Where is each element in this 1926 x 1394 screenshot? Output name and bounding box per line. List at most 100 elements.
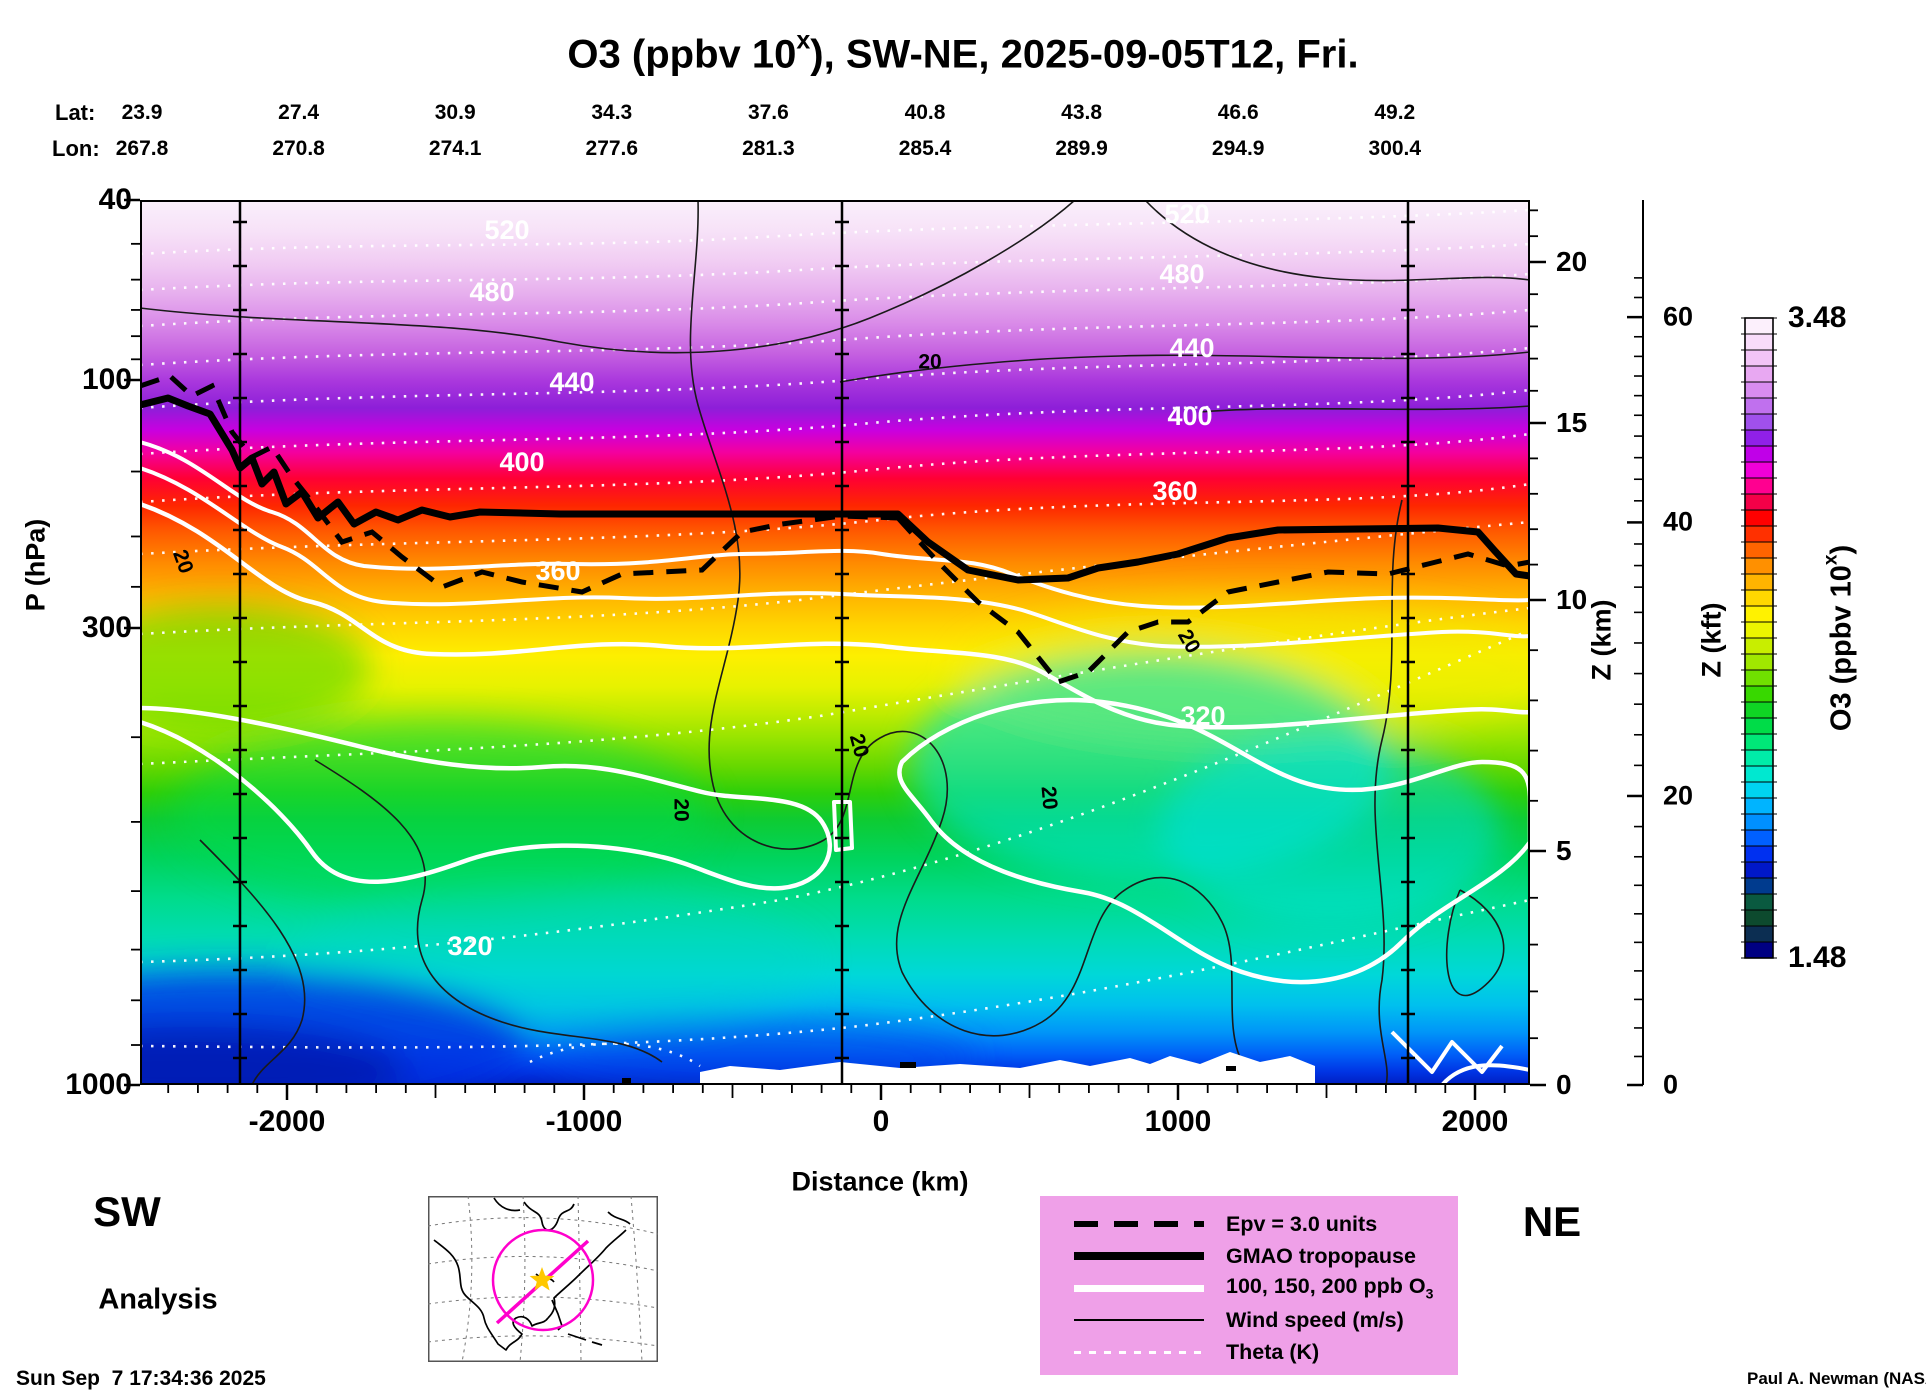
- colorbar-title: O3 (ppbv 10x): [1821, 544, 1859, 732]
- waypoint-lines: [233, 200, 1415, 1085]
- lat-value: 27.4: [278, 101, 320, 124]
- theta-contours: [140, 208, 1530, 1068]
- lat-value: 30.9: [434, 101, 476, 124]
- tropopause-line-swatch: [1074, 1252, 1204, 1260]
- legend-row-wind: Wind speed (m/s): [1074, 1304, 1458, 1336]
- zkft-tick-label: 0: [1663, 1069, 1679, 1100]
- chart-title-pre: O3 (ppbv 10: [567, 32, 797, 77]
- legend-label-tropopause: GMAO tropopause: [1226, 1243, 1416, 1268]
- legend-label-epv: Epv = 3.0 units: [1226, 1211, 1378, 1236]
- pressure-axis-title: P (hPa): [20, 518, 51, 612]
- contour-label-440: 440: [549, 367, 594, 397]
- lon-value: 267.8: [115, 137, 169, 160]
- distance-tick-label: 1000: [1144, 1105, 1212, 1138]
- chart-title-superscript: x: [796, 26, 811, 55]
- wind-line-swatch: [1074, 1319, 1204, 1321]
- lat-value: 43.8: [1061, 101, 1103, 124]
- contour-label-480: 480: [469, 277, 514, 307]
- contour-label-480: 480: [1159, 259, 1204, 289]
- contour-label-360: 360: [535, 556, 580, 586]
- pressure-tick-label: 1000: [65, 1068, 132, 1101]
- zkft-axis-title: Z (kft): [1696, 602, 1727, 678]
- colorbar-title-pre: O3 (ppbv 10: [1825, 565, 1858, 732]
- endpoint-ne: NE: [1522, 1198, 1582, 1245]
- zkm-tick-label: 20: [1556, 246, 1588, 277]
- distance-tick-label: 0: [872, 1105, 890, 1138]
- cross-section-plot: 520 520 480 480 440 440 400 400 360 360 320 320 20 20…: [140, 200, 1530, 1085]
- legend-label-o3: 100, 150, 200 ppb O3: [1226, 1274, 1433, 1301]
- epv-line-swatch: [1074, 1221, 1204, 1227]
- lon-value: 289.9: [1055, 137, 1108, 160]
- lat-value: 40.8: [904, 101, 946, 124]
- midpoint-star-icon: [529, 1267, 555, 1291]
- lon-axis-key: Lon:: [52, 136, 100, 161]
- zkm-tick-label: 5: [1556, 835, 1572, 866]
- lon-value: 274.1: [428, 137, 482, 160]
- lon-value: 300.4: [1368, 137, 1422, 160]
- transect-range-circle: [491, 1228, 595, 1332]
- legend-label-o3-text: 100, 150, 200 ppb O: [1226, 1274, 1426, 1299]
- zkft-tick-label: 60: [1663, 301, 1694, 332]
- timestamp: Sun Sep 7 17:34:36 2025: [16, 1367, 266, 1390]
- contour-label-440: 440: [1169, 333, 1214, 363]
- zkm-tick-label: 0: [1556, 1069, 1572, 1100]
- contour-label-400: 400: [499, 447, 544, 477]
- gmao-tropopause-line: [140, 394, 1530, 584]
- legend-label-o3-subscript: 3: [1425, 1285, 1434, 1302]
- zkm-axis-title: Z (km): [1586, 599, 1617, 681]
- contour-label-320: 320: [447, 931, 492, 961]
- colorbar: [1741, 317, 1777, 959]
- pressure-tick-label: 100: [81, 363, 132, 396]
- distance-tick-label: 2000: [1441, 1105, 1509, 1138]
- legend-row-epv: Epv = 3.0 units: [1074, 1208, 1458, 1240]
- endpoint-sw: SW: [93, 1188, 161, 1235]
- wind-speed-contours: [140, 200, 1530, 1085]
- legend-label-wind: Wind speed (m/s): [1226, 1307, 1404, 1332]
- colorbar-max-label: 3.48: [1788, 301, 1847, 334]
- colorbar-title-superscript: x: [1820, 554, 1842, 566]
- theta-line-swatch: [1074, 1350, 1204, 1354]
- zkft-tick-label: 40: [1663, 506, 1694, 537]
- contour-label-360: 360: [1152, 476, 1197, 506]
- analysis-label: Analysis: [98, 1283, 218, 1316]
- lat-value: 46.6: [1217, 101, 1259, 124]
- contour-label-520: 520: [1164, 200, 1209, 229]
- credit: Paul A. Newman (NASA: [1747, 1369, 1926, 1388]
- distance-tick-label: -2000: [248, 1105, 326, 1138]
- colorbar-min-label: 1.48: [1788, 941, 1847, 974]
- distance-axis-title: Distance (km): [791, 1166, 969, 1197]
- zkm-tick-label: 15: [1556, 407, 1588, 438]
- chart-title-post: ), SW-NE, 2025-09-05T12, Fri.: [810, 32, 1359, 77]
- zkm-tick-label: 10: [1556, 584, 1588, 615]
- epv-contour: [140, 373, 1530, 685]
- terrain-silhouette: [622, 1052, 1315, 1085]
- distance-tick-label: -1000: [545, 1105, 623, 1138]
- lon-value: 294.9: [1211, 137, 1265, 160]
- contour-label-20: 20: [1036, 785, 1061, 810]
- lat-axis-key: Lat:: [55, 100, 96, 125]
- inset-locator-map: [428, 1196, 658, 1362]
- lon-value: 285.4: [898, 137, 952, 160]
- pressure-tick-label: 40: [98, 183, 132, 216]
- lon-value: 277.6: [585, 137, 639, 160]
- lon-value: 270.8: [272, 137, 325, 160]
- contour-label-320: 320: [1180, 701, 1225, 731]
- contour-label-520: 520: [484, 215, 529, 245]
- lat-value: 49.2: [1374, 101, 1416, 124]
- legend-label-theta: Theta (K): [1226, 1339, 1320, 1364]
- colorbar-title-post: ): [1825, 544, 1858, 555]
- lat-value: 23.9: [121, 101, 163, 124]
- contour-label-20: 20: [669, 798, 692, 821]
- contour-label-400: 400: [1167, 401, 1212, 431]
- lat-value: 37.6: [747, 101, 789, 124]
- lat-value: 34.3: [591, 101, 633, 124]
- legend: Epv = 3.0 units GMAO tropopause 100, 150…: [1040, 1196, 1458, 1375]
- chart-title: O3 (ppbv 10x), SW-NE, 2025-09-05T12, Fri…: [567, 27, 1359, 78]
- o3-line-swatch: [1074, 1284, 1204, 1292]
- lon-value: 281.3: [742, 137, 795, 160]
- legend-row-theta: Theta (K): [1074, 1336, 1458, 1368]
- contour-label-20: 20: [918, 351, 941, 374]
- zkft-tick-label: 20: [1663, 780, 1694, 811]
- pressure-tick-label: 300: [81, 611, 132, 644]
